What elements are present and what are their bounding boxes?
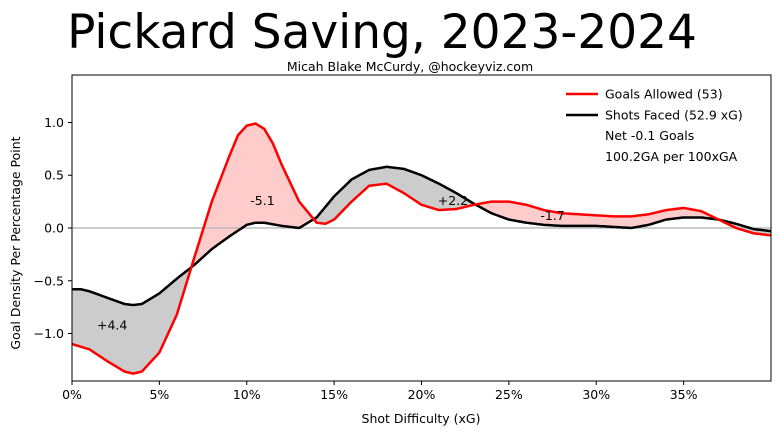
legend: Goals Allowed (53) Shots Faced (52.9 xG)… <box>566 87 743 164</box>
x-tick-label: 20% <box>408 387 436 402</box>
legend-shots-label: Shots Faced (52.9 xG) <box>605 108 743 123</box>
x-tick-label: 0% <box>62 387 82 402</box>
y-tick-label: −1.0 <box>34 326 64 341</box>
series-lines <box>72 122 771 375</box>
legend-ga-ratio: 100.2GA per 100xGA <box>605 149 738 164</box>
y-tick-label: 1.0 <box>44 115 64 130</box>
x-tick-label: 5% <box>149 387 169 402</box>
fill-goals-above <box>192 123 315 267</box>
y-tick-label: 0.0 <box>44 221 64 236</box>
fill-shots-above <box>314 166 476 224</box>
legend-net-goals: Net -0.1 Goals <box>605 128 694 143</box>
x-tick-label: 15% <box>320 387 348 402</box>
fill-shots-above <box>72 263 193 374</box>
x-tick-label: 35% <box>670 387 698 402</box>
y-tick-label: −0.5 <box>34 273 64 288</box>
x-tick-label: 25% <box>495 387 523 402</box>
chart-subtitle: Micah Blake McCurdy, @hockeyviz.com <box>287 59 533 74</box>
series-line-shots <box>72 165 771 307</box>
x-axis: 0% 5% 10% 15% 20% 25% 30% 35% <box>62 381 698 402</box>
annotations: +4.4 -5.1 +2.2 -1.7 <box>97 193 565 333</box>
x-axis-label: Shot Difficulty (xG) <box>362 411 481 426</box>
difference-annotation: -1.7 <box>540 208 564 223</box>
difference-annotation: +2.2 <box>438 193 468 208</box>
y-axis-label: Goal Density Per Percentage Point <box>8 136 23 349</box>
y-axis: −1.0 −0.5 0.0 0.5 1.0 <box>34 115 72 341</box>
y-tick-label: 0.5 <box>44 168 64 183</box>
difference-annotation: +4.4 <box>97 318 127 333</box>
legend-goals-label: Goals Allowed (53) <box>605 87 723 102</box>
chart-title: Pickard Saving, 2023-2024 <box>67 5 697 60</box>
x-tick-label: 10% <box>233 387 261 402</box>
difference-annotation: -5.1 <box>250 193 274 208</box>
x-tick-label: 30% <box>582 387 610 402</box>
series-line-goals <box>72 122 771 375</box>
